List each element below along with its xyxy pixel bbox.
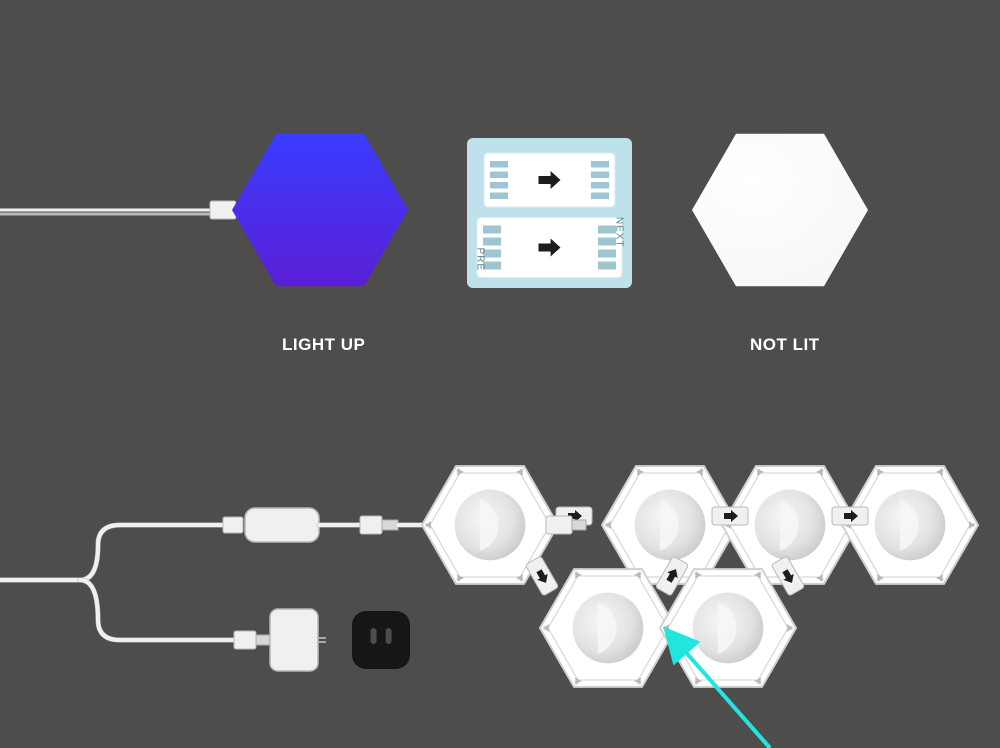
diagram-svg: PRE NEXT — [0, 0, 1000, 748]
label-light-up: LIGHT UP — [282, 335, 365, 355]
wall-plug-icon — [352, 611, 410, 669]
diagram-stage: PRE NEXT LIGHT UP NOT LIT — [0, 0, 1000, 748]
controller-hub — [245, 508, 319, 542]
mini-connector — [832, 507, 868, 525]
power-adapter — [270, 609, 318, 671]
svg-text:NEXT: NEXT — [614, 217, 625, 248]
svg-text:PRE: PRE — [475, 248, 486, 272]
label-not-lit: NOT LIT — [750, 335, 820, 355]
mini-connector — [712, 507, 748, 525]
